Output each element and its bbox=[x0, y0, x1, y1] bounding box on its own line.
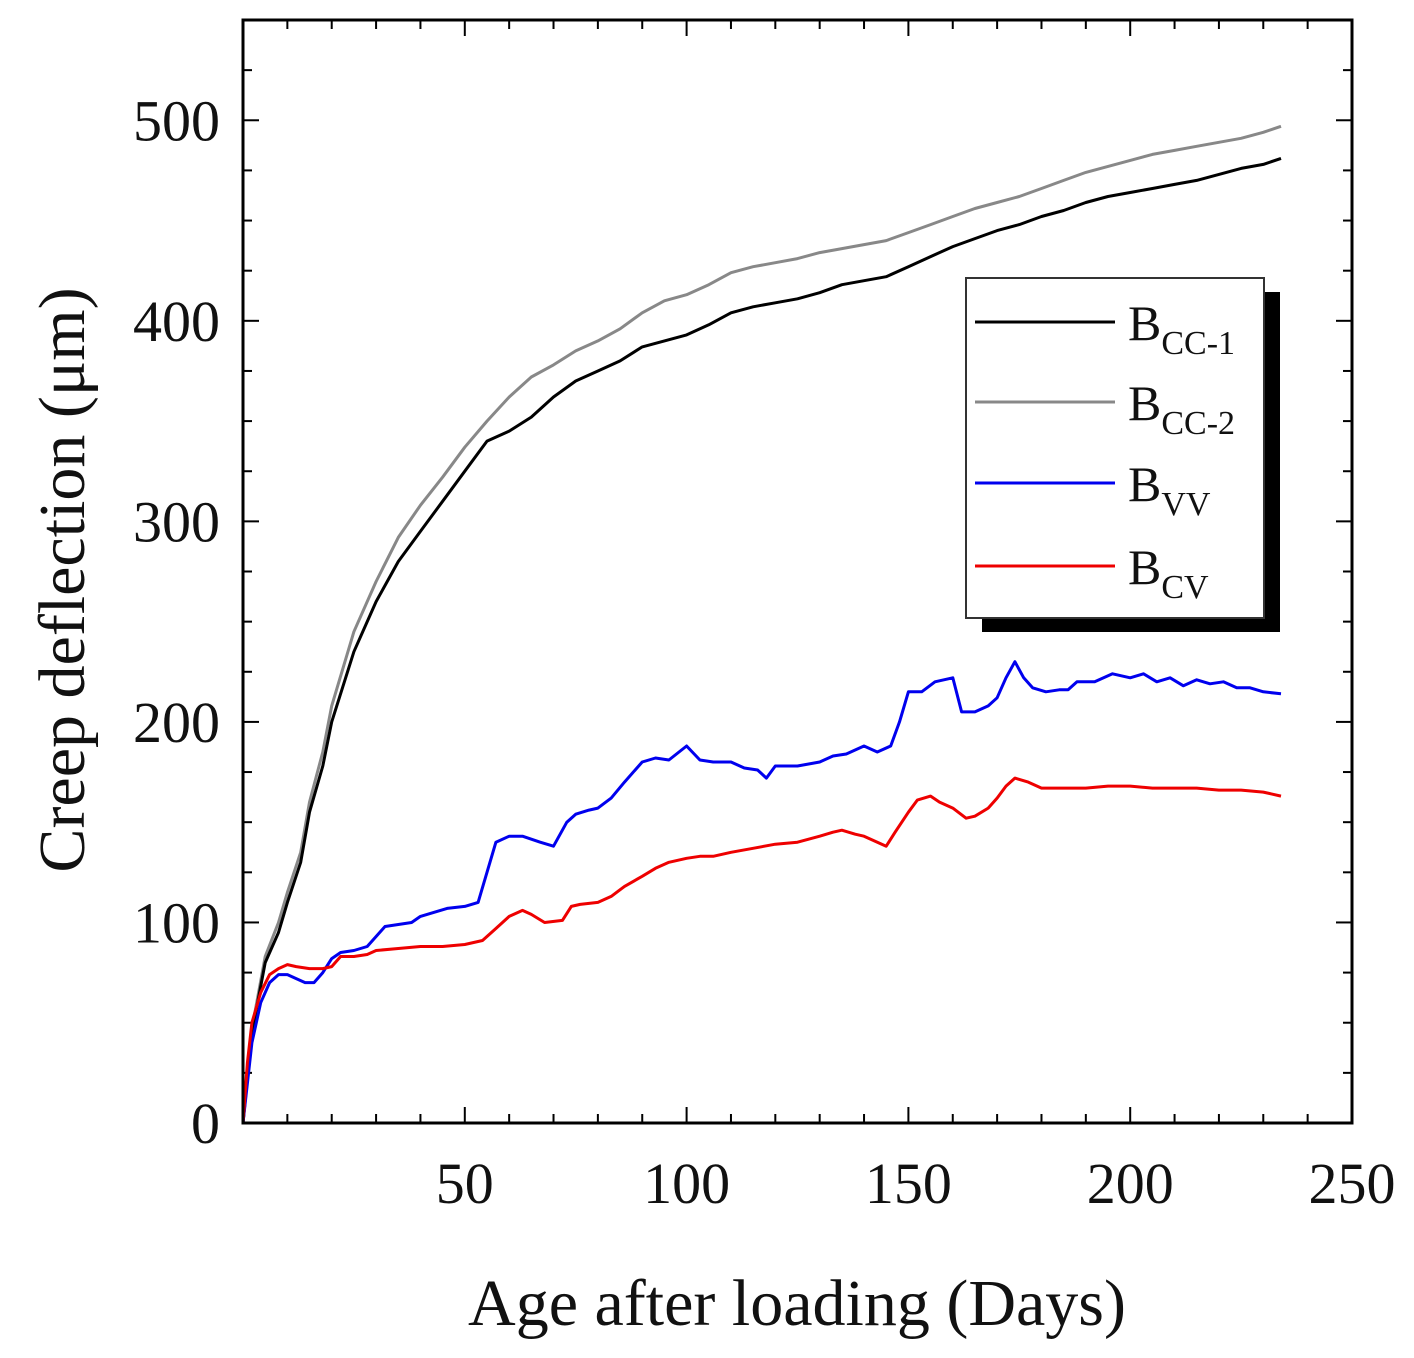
y-tick-labels: 0 100 200 300 400 500 bbox=[133, 88, 220, 1156]
y-axis-title: Creep deflection (μm) bbox=[26, 287, 99, 872]
y-tick-label: 400 bbox=[133, 289, 220, 354]
series-line-cv bbox=[241, 776, 1282, 1124]
legend-label-vv: BVV bbox=[1128, 456, 1211, 523]
x-tick-label: 200 bbox=[1087, 1151, 1174, 1216]
series-lines bbox=[241, 124, 1282, 1124]
y-tick-label: 0 bbox=[191, 1091, 220, 1156]
x-tick-label: 250 bbox=[1309, 1151, 1396, 1216]
x-tick-label: 150 bbox=[865, 1151, 952, 1216]
y-tick-label: 300 bbox=[133, 489, 220, 554]
x-tick-label: 100 bbox=[643, 1151, 730, 1216]
series-line-cc-2 bbox=[241, 124, 1282, 1124]
legend: BCC-1 BCC-2 BVV BCV bbox=[965, 277, 1280, 632]
x-tick-label: 50 bbox=[436, 1151, 494, 1216]
y-tick-label: 100 bbox=[133, 890, 220, 955]
x-axis-title: Age after loading (Days) bbox=[468, 1267, 1126, 1340]
legend-box bbox=[965, 277, 1265, 619]
legend-label-cc-1: BCC-1 bbox=[1128, 295, 1235, 362]
legend-label-cc-2: BCC-2 bbox=[1128, 375, 1235, 442]
y-tick-label: 200 bbox=[133, 690, 220, 755]
legend-label-cv: BCV bbox=[1128, 539, 1209, 606]
series-line-cc-1 bbox=[241, 156, 1282, 1124]
plot-frame bbox=[241, 18, 1354, 1125]
y-tick-label: 500 bbox=[133, 88, 220, 153]
x-tick-labels: 50 100 150 200 250 bbox=[436, 1151, 1396, 1216]
legend-items: BCC-1 BCC-2 BVV BCV bbox=[975, 295, 1235, 606]
series-line-vv bbox=[241, 660, 1282, 1124]
